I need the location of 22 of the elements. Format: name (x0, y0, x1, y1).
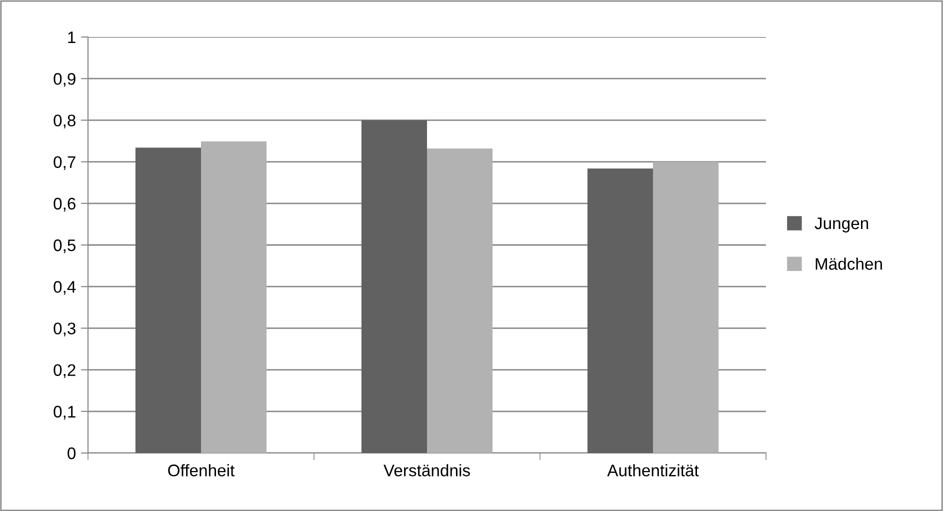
y-tick-label: 0,9 (54, 73, 76, 87)
y-tick-label: 0,8 (54, 114, 76, 128)
x-tick-label: Offenheit (168, 464, 235, 476)
legend-label: Jungen (814, 218, 868, 232)
bar (427, 148, 493, 453)
y-tick-label: 0,6 (54, 198, 76, 212)
y-tick-label: 0,1 (54, 406, 76, 420)
legend-label: Mädchen (816, 258, 882, 270)
y-tick-label: 0,3 (54, 322, 76, 336)
y-tick-label: 1 (68, 32, 76, 44)
x-tick-label: Authentizität (607, 464, 699, 476)
bar (201, 141, 267, 453)
y-tick-label: 0 (68, 447, 76, 460)
bar (361, 120, 427, 453)
y-tick-label: 0,4 (54, 281, 76, 295)
bar (587, 168, 653, 453)
bar (653, 162, 719, 453)
y-tick-label: 0,7 (54, 156, 76, 170)
y-tick-label: 0,5 (54, 239, 76, 254)
bar (135, 148, 201, 453)
x-tick-label: Verständnis (384, 464, 470, 476)
y-tick-label: 0,2 (54, 364, 76, 378)
